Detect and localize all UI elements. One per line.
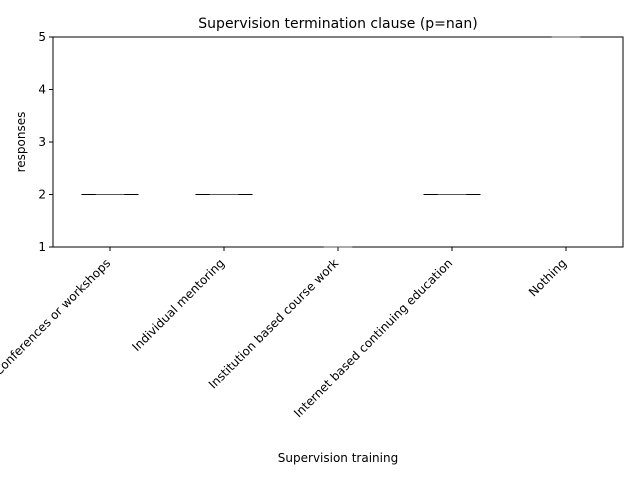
x-tick-label: Individual mentoring <box>129 256 227 354</box>
y-tick-label: 4 <box>38 83 46 97</box>
x-tick-label: Nothing <box>526 256 569 299</box>
y-tick-label: 3 <box>38 135 46 149</box>
plot-area: 1 2 3 4 5 Conferences or workshops Individual … <box>0 30 624 420</box>
y-axis-label: responses <box>14 112 28 173</box>
chart-title: Supervision termination clause (p=nan) <box>198 16 477 32</box>
x-axis-label: Supervision training <box>278 451 398 465</box>
plot-frame <box>52 36 624 248</box>
y-tick-label: 2 <box>38 188 46 202</box>
x-tick-label: Institution based course work <box>206 256 341 391</box>
y-tick-label: 1 <box>38 240 46 254</box>
x-tick-label: Conferences or workshops <box>0 256 113 378</box>
y-tick-label: 5 <box>38 30 46 44</box>
